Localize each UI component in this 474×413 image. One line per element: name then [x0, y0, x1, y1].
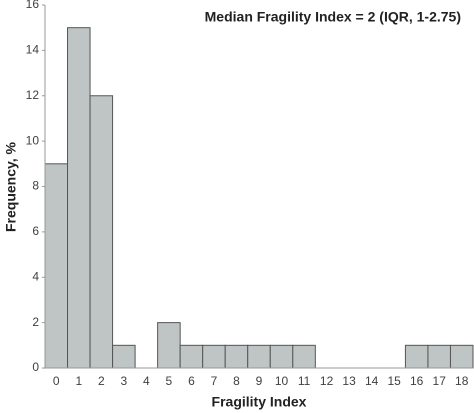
bar [449, 344, 474, 369]
y-tick-label: 8 [32, 179, 39, 193]
x-tick-label: 1 [75, 374, 82, 388]
y-tick-label: 0 [32, 360, 39, 374]
y-tick-label: 14 [26, 43, 40, 57]
y-tick-label: 4 [32, 269, 39, 283]
bar [157, 322, 181, 369]
bar [269, 344, 294, 369]
x-tick-label: 3 [120, 374, 127, 388]
x-tick-label: 14 [365, 374, 379, 388]
x-tick-label: 11 [298, 374, 311, 388]
x-tick-label: 5 [166, 374, 173, 388]
annotation: Median Fragility Index = 2 (IQR, 1-2.75) [205, 9, 461, 25]
x-tick-label: 4 [143, 374, 150, 388]
y-tick-label: 2 [32, 315, 39, 329]
y-tick-label: 6 [32, 224, 39, 238]
x-tick-label: 16 [410, 374, 424, 388]
x-tick-label: 10 [275, 374, 289, 388]
y-tick-label: 12 [26, 88, 40, 102]
bar [112, 344, 136, 369]
x-tick-label: 2 [98, 374, 105, 388]
x-tick-label: 8 [233, 374, 240, 388]
bar [427, 344, 451, 369]
bar [179, 344, 204, 369]
bar [224, 344, 249, 369]
bar [67, 27, 91, 369]
x-axis-label: Fragility Index [212, 394, 307, 410]
y-tick-label: 16 [26, 0, 40, 11]
x-tick-label: 13 [342, 374, 356, 388]
bar [44, 163, 69, 369]
x-tick-label: 15 [387, 374, 401, 388]
x-tick-label: 6 [188, 374, 195, 388]
bar [404, 344, 429, 369]
bar [89, 95, 114, 369]
x-tick-label: 17 [433, 374, 447, 388]
x-tick-label: 0 [53, 374, 60, 388]
x-tick-label: 12 [320, 374, 334, 388]
bar [202, 344, 226, 369]
bar [292, 344, 316, 369]
x-tick-label: 18 [455, 374, 469, 388]
y-tick-label: 10 [26, 133, 40, 147]
bar [247, 344, 271, 369]
x-tick-label: 7 [211, 374, 218, 388]
y-axis-label: Frequency, % [3, 141, 19, 232]
x-tick-label: 9 [256, 374, 263, 388]
